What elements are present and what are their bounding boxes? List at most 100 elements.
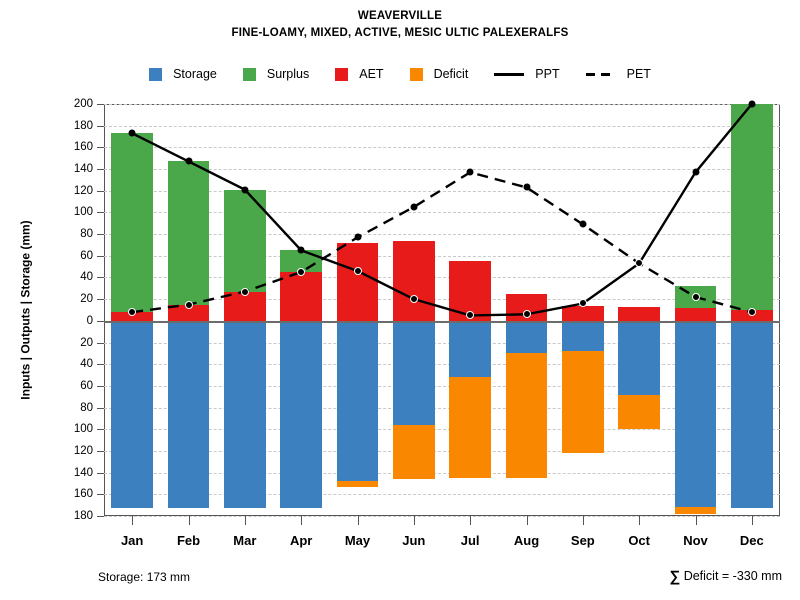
line-ppt: [131, 103, 753, 317]
bar-segment-deficit: [561, 351, 604, 454]
gridline: [104, 342, 780, 344]
bar-segment-storage: [730, 320, 773, 509]
bar-segment-deficit: [449, 377, 491, 479]
gridline: [104, 104, 780, 105]
x-axis-label-dec: Dec: [739, 533, 764, 548]
x-axis-tick: [132, 516, 134, 525]
legend-item-ppt: PPT: [494, 67, 560, 81]
bar-segment-surplus: [167, 161, 210, 305]
y-axis-label: 140: [73, 466, 93, 479]
bar-segment-storage: [505, 320, 548, 354]
bar-segment-storage: [674, 320, 717, 508]
bar-segment-aet: [674, 307, 717, 321]
data-point-ppt: [578, 299, 587, 308]
gridline: [104, 299, 780, 301]
data-point-ppt: [353, 266, 362, 275]
x-axis-tick: [695, 516, 697, 525]
gridline: [104, 190, 780, 192]
gridline: [104, 234, 780, 236]
x-axis-label-aug: Aug: [513, 533, 540, 548]
data-point-ppt: [297, 246, 305, 254]
bar-segment-aet: [561, 305, 604, 321]
sigma-icon: ∑: [669, 568, 681, 585]
gridline: [104, 277, 780, 279]
bar-segment-storage: [561, 320, 604, 352]
bar-segment-deficit: [505, 353, 548, 479]
y-axis-label: 160: [73, 488, 93, 501]
title-line-2: FINE-LOAMY, MIXED, ACTIVE, MESIC ULTIC P…: [231, 27, 569, 39]
y-axis-tick: [97, 450, 104, 452]
bar-segment-deficit: [336, 481, 379, 487]
y-axis-label: 180: [73, 510, 93, 522]
gridline: [104, 516, 780, 517]
legend-swatch-surplus: [242, 67, 256, 81]
bar-segment-surplus: [111, 133, 153, 313]
y-axis-label: 80: [80, 401, 93, 414]
y-axis-label: 200: [73, 98, 93, 110]
data-point-pet: [523, 183, 530, 191]
legend-swatch-storage: [149, 67, 163, 81]
y-axis-tick: [97, 342, 104, 344]
gridline: [104, 364, 780, 366]
x-axis-label-apr: Apr: [289, 533, 313, 548]
data-point-pet: [579, 220, 587, 228]
y-axis-tick: [97, 255, 104, 257]
x-axis-tick: [413, 516, 415, 525]
bar-segment-storage: [618, 320, 660, 395]
y-axis-label: 60: [80, 249, 93, 262]
gridline: [104, 429, 780, 431]
y-axis-label: 20: [80, 293, 93, 306]
x-axis-label-oct: Oct: [628, 533, 650, 548]
data-point-pet: [410, 203, 418, 211]
data-point-pet: [466, 168, 474, 176]
y-axis-label: 0: [86, 314, 93, 327]
gridline: [104, 147, 780, 149]
y-axis-label: 140: [73, 163, 93, 176]
gridline: [104, 169, 780, 171]
gridline: [104, 255, 780, 257]
bar-segment-storage: [111, 320, 153, 509]
gridline: [104, 494, 780, 496]
legend-label-surplus: Surplus: [266, 67, 310, 81]
lines-layer: [131, 103, 753, 317]
legend-label-ppt: PPT: [535, 67, 560, 81]
y-axis-tick: [97, 299, 104, 301]
bar-segment-storage: [392, 320, 435, 425]
data-point-pet: [184, 300, 193, 309]
x-axis-label-jun: Jun: [402, 533, 426, 548]
y-axis-label: 120: [73, 184, 93, 197]
legend-swatch-aet: [335, 67, 349, 81]
data-point-pet: [240, 287, 249, 296]
bar-segment-storage: [336, 320, 379, 482]
gridline: [104, 125, 780, 127]
data-point-pet: [691, 292, 700, 301]
y-axis-tick: [97, 125, 104, 127]
data-point-pet: [354, 233, 361, 241]
gridline: [104, 212, 780, 214]
x-axis-label-sep: Sep: [570, 533, 595, 548]
bar-segment-aet: [280, 272, 322, 321]
x-axis-tick: [582, 516, 584, 525]
y-axis-label: 40: [80, 358, 93, 371]
data-point-pet: [297, 268, 306, 277]
legend-item-surplus: Surplus: [242, 67, 310, 81]
bar-segment-surplus: [223, 189, 266, 292]
gridline: [104, 472, 780, 474]
gridline: [104, 407, 780, 409]
bar-segment-aet: [618, 306, 660, 321]
legend-label-pet: PET: [626, 67, 651, 81]
bar-segment-storage: [449, 320, 491, 378]
y-axis-label: 120: [73, 444, 93, 457]
y-axis-tick: [97, 104, 104, 105]
y-axis-tick: [97, 385, 104, 387]
y-axis-label: 20: [80, 336, 93, 349]
bar-segment-aet: [336, 242, 379, 321]
y-axis-tick: [97, 429, 104, 431]
legend-label-storage: Storage: [173, 67, 217, 81]
y-axis-tick: [97, 169, 104, 171]
bar-segment-deficit: [392, 424, 435, 480]
deficit-sum-note: ∑ Deficit = -330 mm: [670, 568, 782, 585]
y-axis-title: Inputs | Outputs | Storage (mm): [18, 104, 34, 516]
bar-segment-surplus: [730, 104, 773, 310]
